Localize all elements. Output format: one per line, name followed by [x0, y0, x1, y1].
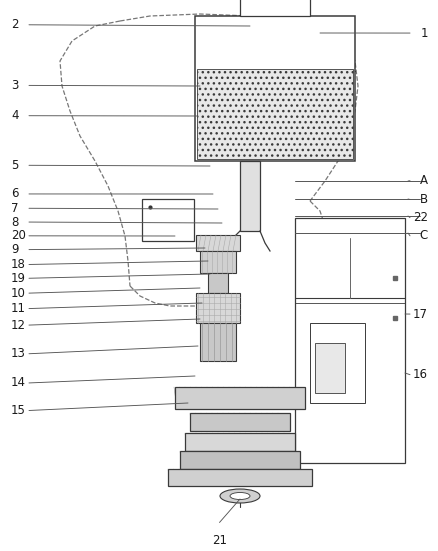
Text: 6: 6 — [11, 187, 18, 201]
Text: 17: 17 — [412, 307, 427, 321]
Text: 1: 1 — [420, 26, 427, 40]
Bar — [180, 451, 299, 469]
Bar — [294, 218, 404, 463]
Text: 10: 10 — [11, 287, 26, 300]
Text: 12: 12 — [11, 318, 26, 332]
Bar — [175, 387, 304, 409]
Bar — [190, 413, 290, 431]
Text: 19: 19 — [11, 272, 26, 285]
Bar — [168, 469, 311, 486]
Text: 8: 8 — [11, 215, 18, 229]
Text: B: B — [419, 193, 427, 206]
Text: 2: 2 — [11, 18, 18, 31]
Text: C: C — [419, 229, 427, 242]
Bar — [195, 293, 240, 323]
Text: 4: 4 — [11, 109, 18, 122]
Bar — [141, 199, 194, 241]
Text: 14: 14 — [11, 376, 26, 390]
Bar — [200, 251, 236, 273]
Text: 16: 16 — [412, 368, 427, 381]
Bar — [197, 69, 352, 159]
Text: 21: 21 — [212, 534, 226, 548]
Ellipse shape — [230, 493, 249, 500]
Text: 13: 13 — [11, 347, 26, 360]
Bar — [195, 235, 240, 251]
Text: 7: 7 — [11, 202, 18, 215]
Text: 3: 3 — [11, 79, 18, 92]
Bar — [240, 0, 309, 16]
Bar — [184, 433, 294, 451]
Text: 20: 20 — [11, 229, 26, 242]
Bar — [314, 343, 344, 393]
Text: 9: 9 — [11, 243, 18, 256]
Ellipse shape — [219, 489, 259, 503]
Bar — [200, 323, 236, 361]
Text: 22: 22 — [412, 211, 427, 224]
Bar — [309, 323, 364, 403]
Text: 11: 11 — [11, 302, 26, 315]
Bar — [240, 161, 259, 231]
Text: 15: 15 — [11, 404, 26, 417]
Bar — [194, 16, 354, 161]
Text: 5: 5 — [11, 159, 18, 172]
Text: A: A — [419, 174, 427, 187]
Text: 18: 18 — [11, 258, 26, 271]
Bar — [208, 273, 227, 293]
